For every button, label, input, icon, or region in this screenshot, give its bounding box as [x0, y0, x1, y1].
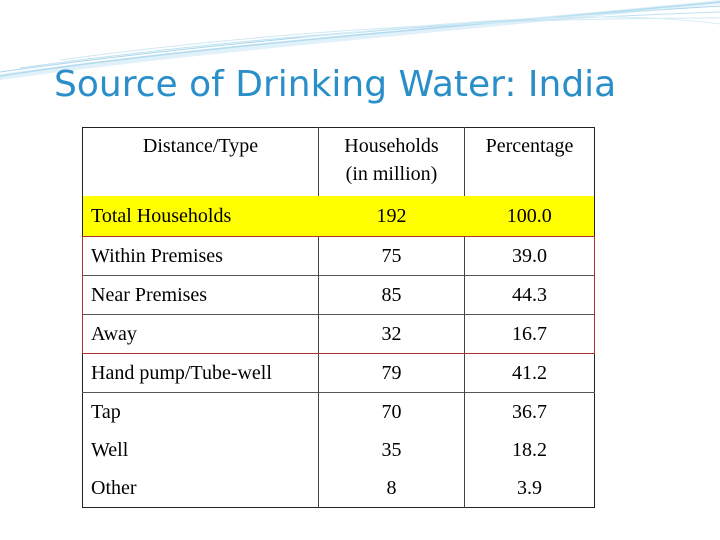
header-percentage: Percentage	[464, 127, 595, 196]
header-households-line2: (in million)	[345, 163, 438, 185]
row-households: 8	[318, 469, 465, 508]
row-percentage: 16.7	[464, 314, 595, 354]
row-households: 192	[318, 196, 465, 237]
table-row: Away 32 16.7	[82, 314, 595, 354]
table-row: Within Premises 75 39.0	[82, 236, 595, 276]
row-label: Within Premises	[82, 236, 319, 276]
data-table: Distance/Type Households (in million) Pe…	[82, 127, 595, 508]
row-households: 85	[318, 275, 465, 315]
row-percentage: 39.0	[464, 236, 595, 276]
row-label: Hand pump/Tube-well	[91, 361, 272, 384]
row-percentage: 36.7	[464, 392, 595, 431]
table-row: Near Premises 85 44.3	[82, 275, 595, 315]
table-row: Hand pump/Tube-well 79 41.2	[83, 353, 595, 393]
header-households-line1: Households	[344, 135, 439, 157]
table-row-total: Total Households 192 100.0	[82, 196, 595, 237]
header-households: Households (in million)	[318, 127, 465, 196]
header-distance-type: Distance/Type	[142, 135, 259, 157]
row-percentage: 3.9	[464, 469, 595, 508]
row-households: 75	[318, 236, 465, 276]
drinking-water-table: Distance/Type Households (in million) Pe…	[82, 127, 595, 508]
table-row: Well 35 18.2	[83, 431, 595, 469]
row-households: 35	[318, 431, 465, 469]
row-percentage: 41.2	[464, 353, 595, 393]
row-households: 32	[318, 314, 465, 354]
row-label: Other	[91, 476, 137, 499]
row-label: Well	[91, 438, 129, 461]
row-label: Away	[82, 314, 319, 354]
table-row: Other 8 3.9	[83, 469, 595, 508]
header-swoosh-decoration	[0, 0, 720, 80]
row-label: Near Premises	[82, 275, 319, 315]
table-header-row: Distance/Type Households (in million) Pe…	[83, 127, 595, 196]
row-label: Tap	[82, 392, 319, 431]
row-percentage: 18.2	[464, 431, 595, 469]
row-percentage: 44.3	[464, 275, 595, 315]
row-households: 79	[318, 353, 465, 393]
table-row: Tap 70 36.7	[82, 392, 595, 431]
row-label: Total Households	[82, 196, 319, 237]
row-percentage: 100.0	[464, 196, 595, 237]
row-households: 70	[318, 392, 465, 431]
slide-title: Source of Drinking Water: India	[54, 64, 617, 105]
